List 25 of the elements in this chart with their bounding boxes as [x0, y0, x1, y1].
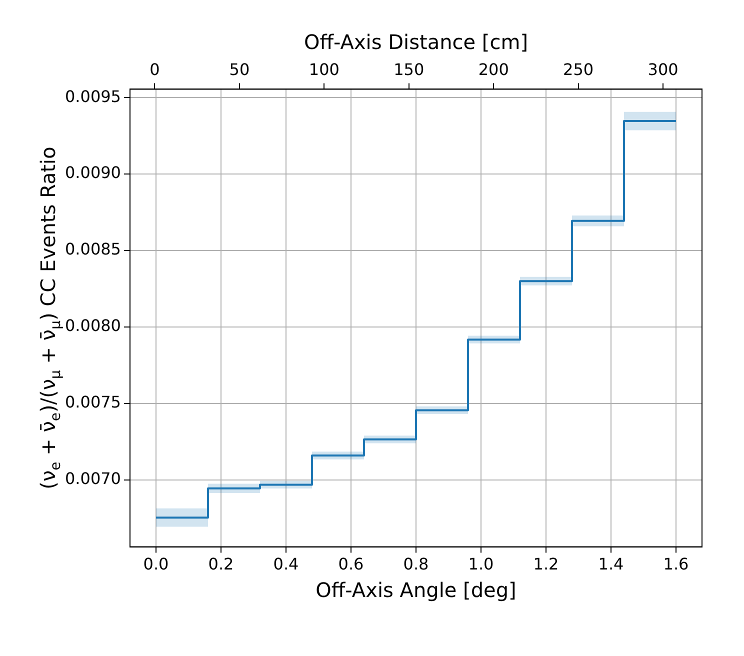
y-tick-label: 0.0095 [65, 86, 121, 106]
x-axis-title: Off-Axis Angle [deg] [316, 578, 516, 602]
x2-tick-label: 0 [150, 60, 160, 79]
y-tick-label: 0.0085 [65, 240, 121, 259]
x-tick-label: 0.0 [143, 554, 169, 574]
x2-tick-label: 100 [308, 60, 340, 79]
text: (νe + ν̄e)/(νμ + ν̄μ) CC Events Ratio [36, 146, 64, 490]
y-tick-label: 0.0075 [65, 392, 121, 412]
x-tick-label: 0.2 [208, 554, 234, 574]
x2-tick-label: 50 [229, 60, 250, 79]
x2-tick-label: 150 [394, 60, 424, 79]
x-tick-label: 0.4 [273, 554, 299, 574]
x-tick-label: 1.4 [598, 554, 624, 574]
x2-tick-label: 300 [648, 60, 678, 79]
x-tick-label: 1.2 [533, 554, 559, 574]
y-tick-label: 0.0080 [65, 316, 121, 336]
x-tick-label: 1.6 [663, 554, 689, 574]
x-tick-label: 1.0 [468, 554, 494, 574]
x2-tick-label: 200 [478, 60, 509, 79]
x-tick-label: 0.8 [403, 554, 429, 574]
x2-axis-title: Off-Axis Distance [cm] [304, 30, 528, 54]
x2-tick-label: 250 [563, 60, 594, 79]
x-tick-label: 0.6 [338, 554, 364, 574]
y-tick-label: 0.0070 [65, 469, 121, 488]
y-tick-label: 0.0090 [65, 163, 121, 182]
